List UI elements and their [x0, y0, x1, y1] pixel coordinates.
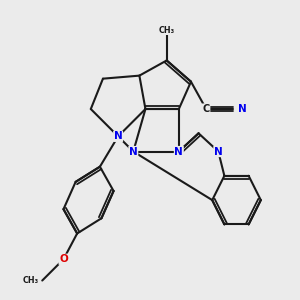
- Text: N: N: [175, 146, 183, 157]
- Text: C: C: [202, 104, 210, 114]
- Text: O: O: [59, 254, 68, 264]
- Text: CH₃: CH₃: [159, 26, 175, 34]
- Text: N: N: [238, 104, 247, 114]
- Text: CH₃: CH₃: [23, 276, 39, 285]
- Text: N: N: [114, 131, 122, 141]
- Text: N: N: [214, 146, 223, 157]
- Text: N: N: [129, 146, 138, 157]
